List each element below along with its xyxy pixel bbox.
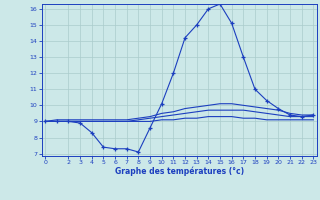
- X-axis label: Graphe des températures (°c): Graphe des températures (°c): [115, 167, 244, 176]
